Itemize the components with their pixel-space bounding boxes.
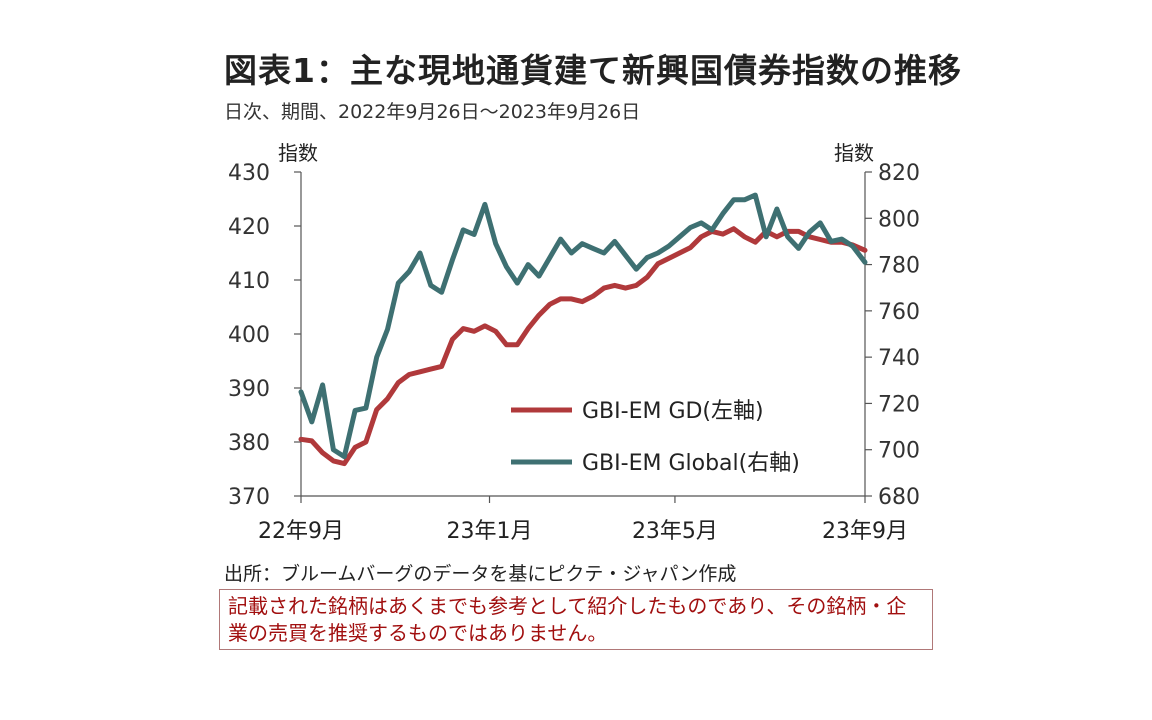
x-tick-label: 23年5月 xyxy=(632,519,718,544)
right-tick-label: 740 xyxy=(878,346,920,371)
chart-title: 図表1：主な現地通貨建て新興国債券指数の推移 xyxy=(224,51,962,90)
source-note: 出所：ブルームバーグのデータを基にピクテ・ジャパン作成 xyxy=(224,563,737,585)
left-tick-label: 370 xyxy=(228,485,270,510)
right-tick-label: 780 xyxy=(878,254,920,279)
series-line-gbi-em-gd xyxy=(298,226,868,467)
left-tick-label: 380 xyxy=(228,431,270,456)
right-tick-label: 680 xyxy=(878,485,920,510)
x-tick-label: 23年9月 xyxy=(822,519,908,544)
x-tick-label: 22年9月 xyxy=(258,519,344,544)
x-tick-label: 23年1月 xyxy=(447,519,533,544)
legend-label: GBI-EM GD(左軸) xyxy=(582,399,764,424)
right-tick-label: 820 xyxy=(878,161,920,186)
left-tick-label: 400 xyxy=(228,323,270,348)
chart-subtitle: 日次、期間、2022年9月26日～2023年9月26日 xyxy=(224,101,641,123)
disclaimer-box: 記載された銘柄はあくまでも参考として紹介したものであり、その銘柄・企業の売買を推… xyxy=(219,589,933,650)
series-line-gbi-em-global xyxy=(298,192,868,460)
right-tick-label: 700 xyxy=(878,439,920,464)
legend-label: GBI-EM Global(右軸) xyxy=(582,451,800,476)
chart-legend: GBI-EM GD(左軸) GBI-EM Global(右軸) xyxy=(511,399,800,476)
right-tick-label: 800 xyxy=(878,207,920,232)
chart-lines xyxy=(298,192,868,467)
left-tick-label: 430 xyxy=(228,161,270,186)
chart-axes: 370 380 390 400 410 420 430 680 700 720 740 760 780 8… xyxy=(228,141,920,544)
left-tick-label: 390 xyxy=(228,377,270,402)
left-tick-label: 410 xyxy=(228,269,270,294)
right-tick-label: 720 xyxy=(878,392,920,417)
right-tick-label: 760 xyxy=(878,300,920,325)
left-axis-label: 指数 xyxy=(278,141,318,165)
left-tick-label: 420 xyxy=(228,215,270,240)
right-axis-label: 指数 xyxy=(834,141,874,165)
